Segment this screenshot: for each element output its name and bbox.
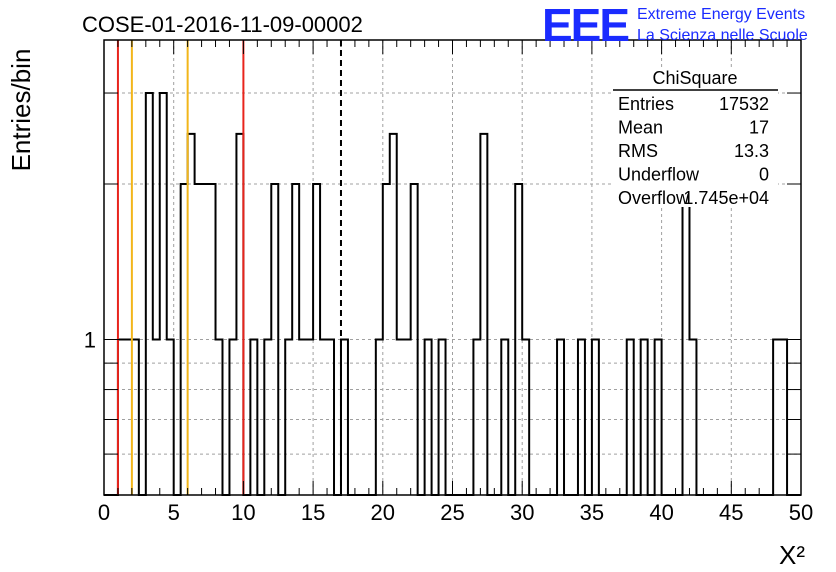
stats-label: RMS bbox=[618, 141, 658, 161]
logo-line-2: La Scienza nelle Scuole bbox=[637, 27, 808, 44]
histogram-bars bbox=[104, 92, 801, 496]
histogram-bin bbox=[250, 339, 257, 495]
histogram-bin bbox=[501, 339, 508, 495]
histogram-bin bbox=[641, 339, 648, 495]
x-tick-label: 25 bbox=[440, 500, 464, 525]
x-tick-label: 15 bbox=[301, 500, 325, 525]
histogram-bin bbox=[320, 339, 327, 495]
histogram-bin bbox=[299, 339, 306, 495]
histogram-bin bbox=[397, 339, 404, 495]
stats-value: 17532 bbox=[719, 94, 769, 114]
chart-title: COSE-01-2016-11-09-00002 bbox=[82, 12, 363, 37]
x-tick-label: 5 bbox=[168, 500, 180, 525]
histogram-bin bbox=[683, 184, 690, 495]
histogram-bin bbox=[285, 339, 292, 495]
histogram-bin bbox=[195, 184, 202, 495]
stats-value: 13.3 bbox=[734, 141, 769, 161]
histogram-bin bbox=[327, 339, 334, 495]
histogram-bin bbox=[160, 93, 167, 495]
histogram-bin bbox=[383, 184, 390, 495]
histogram-bin bbox=[188, 134, 195, 495]
histogram-bin bbox=[271, 184, 278, 495]
stats-label: Underflow bbox=[618, 165, 700, 185]
histogram-bin bbox=[229, 339, 236, 495]
histogram-bin bbox=[592, 339, 599, 495]
y-tick-label: 1 bbox=[84, 327, 96, 352]
stats-label: Mean bbox=[618, 118, 663, 138]
x-tick-label: 35 bbox=[580, 500, 604, 525]
histogram-bin bbox=[181, 184, 188, 495]
histogram-bin bbox=[425, 339, 432, 495]
histogram-bin bbox=[167, 339, 174, 495]
x-tick-label: 10 bbox=[231, 500, 255, 525]
logo-mark: EEE bbox=[542, 0, 628, 51]
histogram-outline bbox=[104, 92, 801, 496]
histogram-bin bbox=[209, 184, 216, 495]
logo-line-1: Extreme Energy Events bbox=[637, 6, 805, 23]
histogram-bin bbox=[376, 339, 383, 495]
x-tick-label: 40 bbox=[649, 500, 673, 525]
x-tick-labels: 0 5 10 15 20 25 30 35 40 45 50 bbox=[98, 500, 813, 525]
histogram-bin bbox=[264, 339, 271, 495]
histogram-bin bbox=[390, 134, 397, 495]
x-tick-label: 20 bbox=[371, 500, 395, 525]
histogram-bin bbox=[689, 339, 696, 495]
stats-label: Overflow bbox=[618, 188, 690, 208]
stats-box: ChiSquare Entries 17532 Mean 17 RMS 13.3 Under… bbox=[613, 67, 778, 208]
histogram-bin bbox=[216, 339, 223, 495]
x-tick-label: 30 bbox=[510, 500, 534, 525]
x-tick-label: 50 bbox=[789, 500, 813, 525]
histogram-bin bbox=[306, 339, 313, 495]
histogram-bin bbox=[404, 339, 411, 495]
histogram-bin bbox=[627, 339, 634, 495]
x-axis-title: X² bbox=[779, 540, 805, 570]
histogram-bin bbox=[411, 184, 418, 495]
histogram-bin bbox=[118, 339, 125, 495]
histogram-bin bbox=[313, 184, 320, 495]
x-tick-label: 0 bbox=[98, 500, 110, 525]
histogram-bin bbox=[132, 339, 139, 495]
histogram-bin bbox=[578, 339, 585, 495]
histogram-bin bbox=[202, 184, 209, 495]
histogram-bin bbox=[522, 339, 529, 495]
x-tick-label: 45 bbox=[719, 500, 743, 525]
stats-label: Entries bbox=[618, 94, 674, 114]
histogram-bin bbox=[341, 339, 348, 495]
axis-ticks bbox=[103, 40, 802, 495]
eee-logo: EEE Extreme Energy Events La Scienza nel… bbox=[542, 0, 808, 51]
y-tick-labels: 1 bbox=[84, 327, 96, 352]
histogram-bin bbox=[557, 339, 564, 495]
histogram-bin bbox=[153, 339, 160, 495]
stats-value: 17 bbox=[749, 118, 769, 138]
histogram-bin bbox=[439, 339, 446, 495]
stats-value: 1.745e+04 bbox=[683, 188, 769, 208]
histogram-bin bbox=[146, 93, 153, 495]
histogram-bin bbox=[292, 184, 299, 495]
histogram-bin bbox=[480, 134, 487, 495]
histogram-bin bbox=[236, 134, 243, 495]
histogram-bin bbox=[773, 339, 780, 495]
stats-title: ChiSquare bbox=[652, 68, 737, 88]
histogram-bin bbox=[515, 184, 522, 495]
histogram-bin bbox=[473, 339, 480, 495]
stats-value: 0 bbox=[759, 165, 769, 185]
histogram-bin bbox=[125, 339, 132, 495]
stats-rows: Entries 17532 Mean 17 RMS 13.3 Underflow 0 Overf… bbox=[618, 94, 769, 208]
histogram-bin bbox=[655, 339, 662, 495]
reference-lines bbox=[116, 40, 342, 495]
y-axis-title: Entries/bin bbox=[6, 49, 36, 172]
histogram-bin bbox=[780, 339, 787, 495]
